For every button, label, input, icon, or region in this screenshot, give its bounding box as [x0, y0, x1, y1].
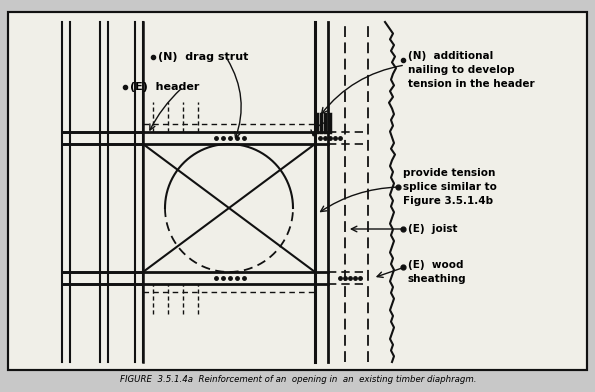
Text: (N)  drag strut: (N) drag strut: [158, 52, 248, 62]
Text: provide tension
splice similar to
Figure 3.5.1.4b: provide tension splice similar to Figure…: [403, 168, 497, 206]
Text: FIGURE  3.5.1.4a  Reinforcement of an  opening in  an  existing timber diaphragm: FIGURE 3.5.1.4a Reinforcement of an open…: [120, 376, 476, 385]
Text: (N)  additional
nailing to develop
tension in the header: (N) additional nailing to develop tensio…: [408, 51, 535, 89]
Text: (E)  wood
sheathing: (E) wood sheathing: [408, 260, 466, 284]
Text: (E)  joist: (E) joist: [408, 224, 458, 234]
Text: (E)  header: (E) header: [130, 82, 199, 92]
